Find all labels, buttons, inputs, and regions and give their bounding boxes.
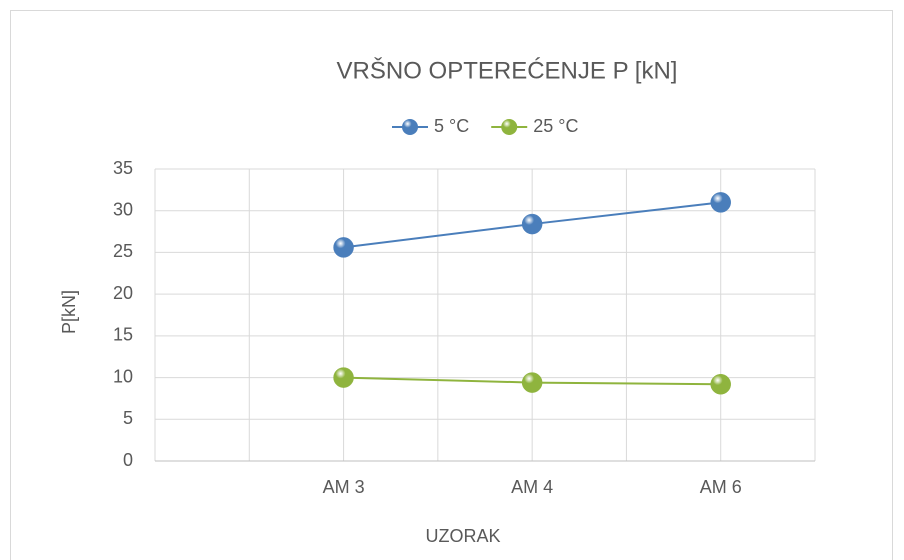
data-point bbox=[333, 237, 354, 258]
y-tick-label: 20 bbox=[113, 283, 133, 303]
y-tick-label: 30 bbox=[113, 199, 133, 219]
x-tick-label: AM 6 bbox=[700, 477, 742, 497]
y-tick-label: 10 bbox=[113, 366, 133, 386]
data-point bbox=[710, 373, 731, 395]
data-point bbox=[521, 213, 543, 235]
data-point bbox=[521, 372, 543, 393]
y-tick-label: 25 bbox=[113, 241, 133, 261]
legend-marker bbox=[402, 119, 418, 135]
chart-title: VRŠNO OPTEREĆENJE P [kN] bbox=[337, 56, 678, 84]
chart-border bbox=[10, 10, 893, 560]
y-tick-label: 15 bbox=[113, 325, 133, 345]
y-tick-label: 5 bbox=[123, 408, 133, 428]
x-tick-label: AM 3 bbox=[323, 477, 365, 497]
x-tick-label: AM 4 bbox=[511, 477, 553, 497]
legend-marker bbox=[501, 119, 518, 135]
legend-label: 25 °C bbox=[533, 116, 578, 136]
data-point bbox=[710, 192, 731, 213]
y-tick-label: 0 bbox=[123, 450, 133, 470]
y-tick-label: 35 bbox=[113, 158, 133, 178]
legend-label: 5 °C bbox=[434, 116, 469, 136]
x-axis-label: UZORAK bbox=[425, 526, 500, 546]
data-point bbox=[333, 367, 354, 388]
y-axis-label: P[kN] bbox=[59, 290, 79, 334]
